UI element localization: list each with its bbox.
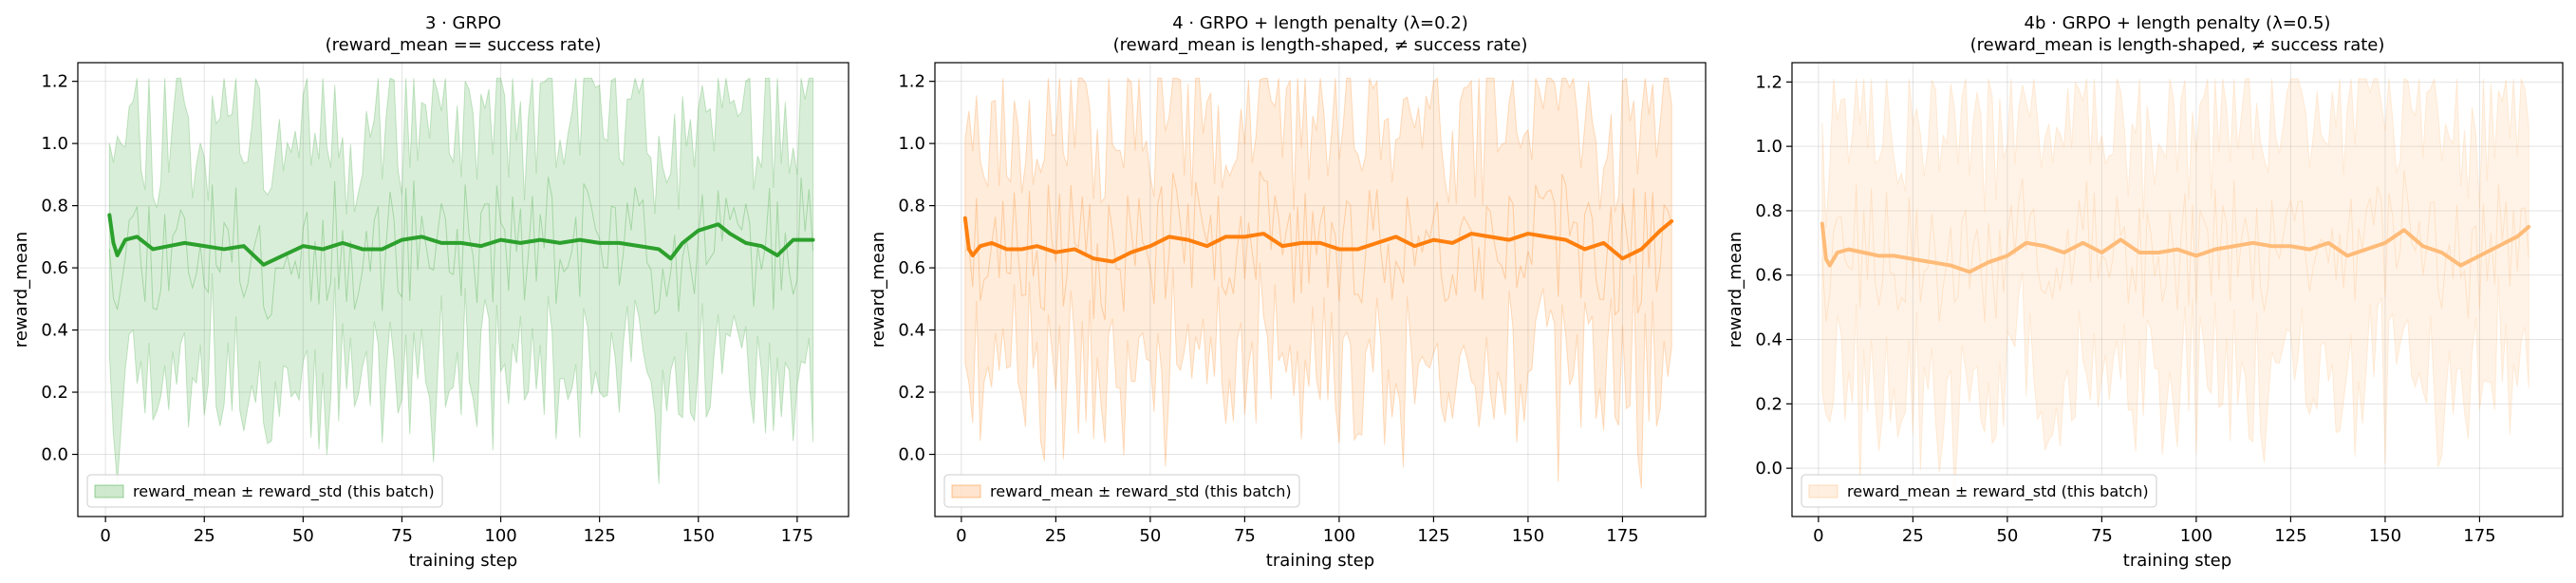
y-tick-label: 1.0 — [898, 134, 925, 154]
legend-box — [86, 474, 443, 508]
y-tick-label: 0.2 — [41, 383, 68, 403]
x-tick-label: 175 — [1606, 526, 1638, 546]
std-band — [1820, 78, 2531, 497]
x-tick-label: 175 — [781, 526, 813, 546]
chart-subtitle: (reward_mean is length-shaped, ≠ success… — [1113, 35, 1528, 55]
y-tick-label: 0.4 — [898, 321, 925, 341]
y-tick-label: 0.4 — [1755, 330, 1783, 350]
y-axis-label: reward_mean — [1726, 232, 1745, 348]
chart-subtitle: (reward_mean == success rate) — [326, 35, 602, 55]
chart-title: 4b · GRPO + length penalty (λ=0.5) — [2025, 13, 2331, 33]
raw-reward-line — [108, 177, 814, 321]
axes-frame — [1791, 62, 2564, 517]
x-tick-label: 100 — [2180, 526, 2212, 546]
std-band-area — [1821, 78, 2529, 497]
std-band-area — [964, 77, 1672, 489]
legend: reward_mean ± reward_std (this batch) — [1801, 474, 2157, 508]
x-tick-label: 0 — [100, 526, 110, 546]
x-tick-label: 75 — [391, 526, 413, 546]
y-tick-label: 0.4 — [41, 321, 68, 341]
x-tick-label: 100 — [1323, 526, 1355, 546]
y-tick-label: 0.8 — [41, 197, 68, 216]
legend-box — [943, 474, 1300, 508]
x-tick-label: 0 — [956, 526, 966, 546]
y-tick-label: 1.2 — [898, 72, 925, 92]
x-tick-label: 150 — [682, 526, 715, 546]
legend-swatch — [94, 484, 124, 498]
x-tick-label: 50 — [292, 526, 314, 546]
y-tick-label: 1.0 — [41, 134, 68, 154]
std-band — [962, 77, 1674, 489]
y-tick-label: 0.0 — [41, 445, 68, 465]
x-tick-label: 150 — [1512, 526, 1544, 546]
y-tick-label: 0.2 — [898, 383, 925, 403]
y-tick-label: 0.2 — [1755, 394, 1783, 414]
x-axis-label: training step — [1266, 551, 1374, 571]
chart-title: 4 · GRPO + length penalty (λ=0.2) — [1172, 13, 1468, 33]
x-tick-label: 150 — [2369, 526, 2401, 546]
x-tick-label: 125 — [1417, 526, 1449, 546]
series-line — [107, 213, 815, 267]
legend-swatch — [1808, 484, 1839, 498]
y-tick-label: 0.6 — [1755, 266, 1783, 286]
series-line — [1820, 221, 2531, 274]
x-tick-label: 25 — [194, 526, 215, 546]
raw-reward-line — [964, 171, 1672, 321]
x-tick-label: 125 — [583, 526, 615, 546]
chart-subtitle: (reward_mean is length-shaped, ≠ success… — [1970, 35, 2385, 55]
x-tick-label: 175 — [2463, 526, 2495, 546]
legend: reward_mean ± reward_std (this batch) — [943, 474, 1300, 508]
y-tick-label: 0.8 — [898, 197, 925, 216]
legend-label: reward_mean ± reward_std (this batch) — [133, 482, 435, 501]
x-tick-label: 75 — [1234, 526, 1256, 546]
x-tick-label: 125 — [2274, 526, 2306, 546]
chart-title: 3 · GRPO — [425, 13, 501, 33]
legend: reward_mean ± reward_std (this batch) — [86, 474, 443, 508]
legend-box — [1801, 474, 2157, 508]
y-tick-label: 0.0 — [898, 445, 925, 465]
x-tick-label: 50 — [1139, 526, 1161, 546]
x-tick-label: 50 — [1996, 526, 2018, 546]
legend-label: reward_mean ± reward_std (this batch) — [990, 482, 1292, 501]
y-tick-label: 1.2 — [1755, 72, 1783, 92]
std-band-area — [108, 77, 814, 484]
y-tick-label: 0.6 — [41, 258, 68, 278]
y-axis-label: reward_mean — [11, 232, 31, 348]
std-band — [107, 77, 815, 484]
y-tick-label: 0.8 — [1755, 201, 1783, 221]
y-tick-label: 1.0 — [1755, 137, 1783, 157]
chart-panel-2: 0 25 50 75 100 125 150 175 0.0 0.2 0.4 0.6 0.8 1.0 1.2… — [868, 13, 1707, 571]
chart-panel-1: 0 25 50 75 100 125 150 175 0.0 0.2 0.4 0.6 0.8 1.0 1.2… — [11, 13, 849, 571]
legend-label: reward_mean ± reward_std (this batch) — [1847, 482, 2149, 501]
chart-panel-3: 0 25 50 75 100 125 150 175 0.0 0.2 0.4 0.6 0.8 1.0 1.2… — [1726, 13, 2564, 571]
axes-frame — [77, 62, 849, 517]
legend-swatch — [951, 484, 981, 498]
y-tick-label: 1.2 — [41, 72, 68, 92]
x-tick-label: 25 — [1045, 526, 1067, 546]
x-axis-label: training step — [409, 551, 517, 571]
x-axis-label: training step — [2123, 551, 2231, 571]
x-tick-label: 75 — [2091, 526, 2113, 546]
series-line — [962, 216, 1674, 264]
x-tick-label: 100 — [484, 526, 516, 546]
x-tick-label: 25 — [1902, 526, 1924, 546]
axes-frame — [934, 62, 1707, 517]
x-tick-label: 0 — [1813, 526, 1823, 546]
y-tick-label: 0.0 — [1755, 459, 1783, 479]
y-axis-label: reward_mean — [868, 232, 888, 348]
y-tick-label: 0.6 — [898, 258, 925, 278]
